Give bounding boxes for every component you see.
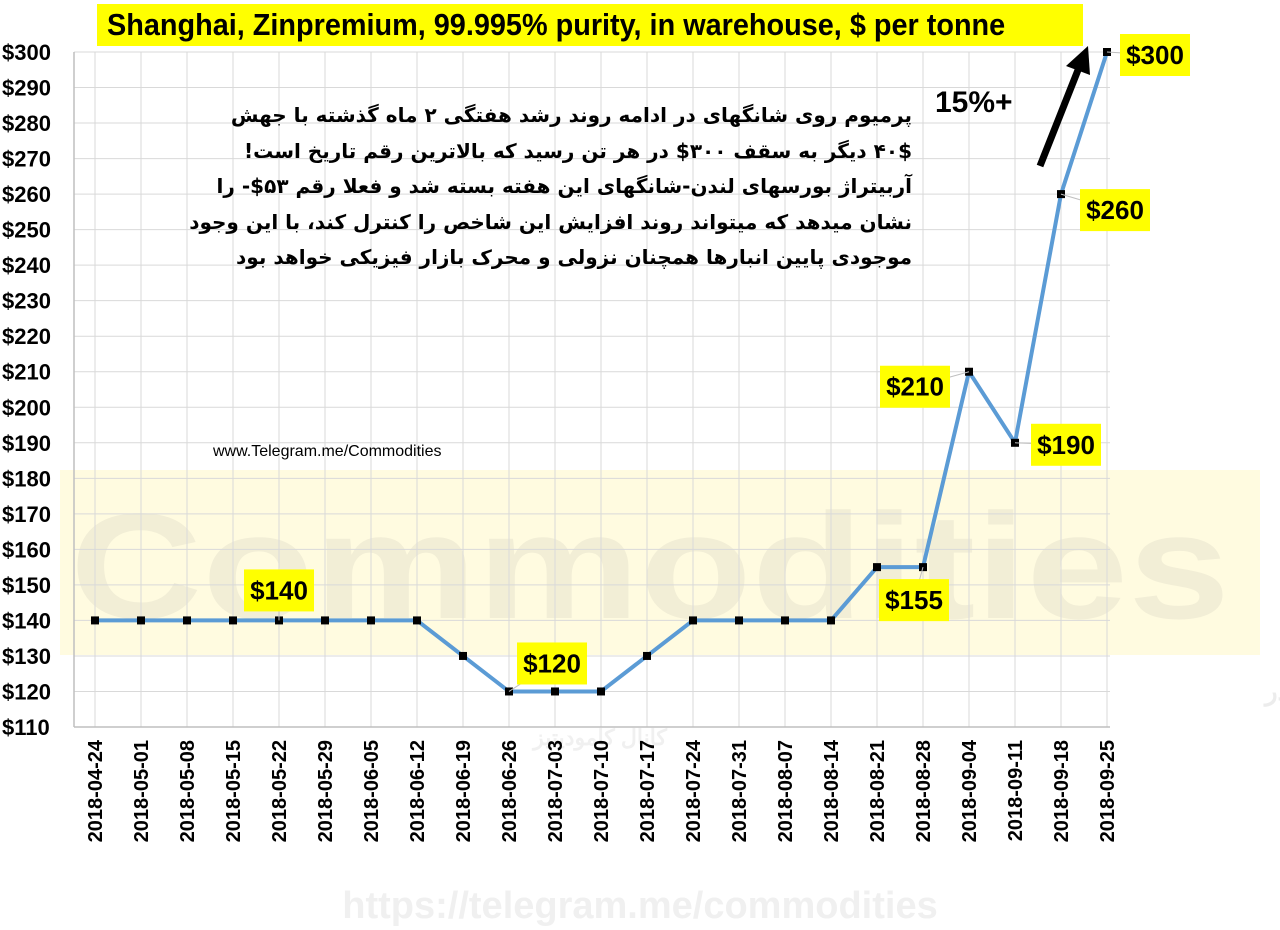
y-tick-label: $230 (2, 289, 51, 314)
data-point (597, 687, 605, 696)
x-tick-label: 2018-08-21 (867, 740, 889, 842)
growth-arrow-shaft (1036, 68, 1082, 168)
data-point (137, 616, 145, 625)
y-tick-label: $140 (2, 608, 51, 633)
y-tick-label: $190 (2, 431, 51, 456)
data-point (413, 616, 421, 625)
data-label-box (1031, 423, 1101, 466)
y-tick-label: $260 (2, 182, 51, 207)
y-tick-label: $280 (2, 111, 51, 136)
growth-label: 15%+ (935, 86, 1013, 119)
x-tick-label: 2018-09-25 (1097, 740, 1119, 842)
y-tick-label: $170 (2, 502, 51, 527)
y-tick-label: $240 (2, 253, 51, 278)
data-point (643, 651, 651, 660)
data-label-box (517, 642, 587, 685)
data-labels: $140 $120 $155 $210 $190 $260 $300 (244, 34, 1190, 692)
data-point (367, 616, 375, 625)
y-tick-label: $130 (2, 644, 51, 669)
data-point (873, 563, 881, 572)
annotation-note: پرمیوم روی شانگهای در ادامه روند رشد هفت… (112, 98, 912, 276)
watermark: Commodities گزارشات تحلیلی و آخرین اخبار… (60, 470, 1280, 927)
x-tick-label: 2018-09-04 (959, 739, 981, 842)
note-line: پرمیوم روی شانگهای در ادامه روند رشد هفت… (230, 103, 912, 127)
x-tick-label: 2018-05-15 (223, 740, 245, 842)
growth-arrow-head (1066, 46, 1090, 75)
x-tick-label: 2018-07-10 (591, 740, 613, 842)
data-point (91, 616, 99, 625)
x-tick-label: 2018-06-12 (407, 740, 429, 842)
y-tick-label: $120 (2, 679, 51, 704)
watermark-url-text: https://telegram.me/commodities (342, 885, 937, 927)
data-point (321, 616, 329, 625)
x-tick-label: 2018-06-26 (499, 740, 521, 842)
x-tick-label: 2018-09-11 (1005, 740, 1027, 841)
chart-title-box: Shanghai, Zinpremium, 99.995% purity, in… (97, 4, 1083, 46)
data-label-box (1120, 34, 1190, 76)
data-label-box (244, 569, 314, 612)
data-label: $300 (1126, 40, 1184, 70)
data-point (551, 687, 559, 696)
x-tick-label: 2018-07-24 (683, 739, 705, 842)
x-tick-label: 2018-09-18 (1051, 740, 1073, 842)
data-label: $155 (885, 585, 943, 615)
y-tick-label: $210 (2, 360, 51, 385)
growth-arrow (1036, 46, 1090, 168)
watermark-logo-text: Commodities (70, 482, 1230, 650)
data-point (781, 616, 789, 625)
x-tick-label: 2018-07-31 (729, 740, 751, 842)
y-tick-label: $180 (2, 466, 51, 491)
y-tick-label: $160 (2, 537, 51, 562)
y-tick-label: $300 (2, 40, 51, 65)
x-tick-label: 2018-06-19 (453, 740, 475, 842)
data-label-box (879, 579, 949, 622)
y-tick-label: $200 (2, 395, 51, 420)
x-tick-label: 2018-05-01 (131, 740, 153, 842)
y-tick-label: $220 (2, 324, 51, 349)
data-label-box (880, 365, 950, 408)
note-line: آربیتراژ بورسهای لندن-شانگهای این هفته ب… (216, 174, 912, 198)
chart-title: Shanghai, Zinpremium, 99.995% purity, in… (107, 7, 1006, 42)
data-label: $210 (886, 372, 944, 402)
watermark-persian-text: گزارشات تحلیلی و آخرین اخبار و تحولات مو… (1263, 674, 1280, 707)
data-label: $190 (1037, 430, 1095, 460)
watermark-persian-subtext: کانال کامودیتیز (531, 725, 667, 751)
data-point (183, 616, 191, 625)
data-point (689, 616, 697, 625)
data-label: $120 (523, 648, 581, 678)
x-tick-label: 2018-08-28 (913, 740, 935, 842)
x-tick-label: 2018-05-22 (269, 740, 291, 842)
data-point (229, 616, 237, 625)
x-tick-label: 2018-08-07 (775, 740, 797, 842)
watermark-band (60, 470, 1260, 655)
data-label-box (1080, 189, 1150, 232)
y-tick-label: $150 (2, 573, 51, 598)
y-tick-label: $270 (2, 147, 51, 172)
axes: $300 $290 $280 $270 $260 $250 $240 $230 $220 $210… (2, 40, 1119, 842)
x-tick-label: 2018-05-08 (177, 740, 199, 842)
y-tick-label: $290 (2, 76, 51, 101)
y-tick-label: $250 (2, 218, 51, 243)
data-label: $260 (1086, 195, 1144, 225)
note-line: ۴۰$ دیگر به سقف ۳۰۰$ در هر تن رسید که با… (244, 138, 912, 163)
x-tick-label: 2018-06-05 (361, 740, 383, 842)
source-link: www.Telegram.me/Commodities (213, 443, 442, 460)
data-label: $140 (250, 575, 308, 605)
note-line: نشان میدهد که میتواند روند افزایش این شا… (189, 209, 912, 234)
y-tick-label: $110 (2, 715, 50, 740)
x-tick-label: 2018-08-14 (821, 739, 843, 842)
x-tick-label: 2018-04-24 (85, 739, 107, 842)
data-point (827, 616, 835, 625)
data-point (459, 651, 467, 660)
x-tick-label: 2018-07-17 (637, 740, 659, 842)
x-tick-label: 2018-05-29 (315, 740, 337, 842)
data-point (735, 616, 743, 625)
note-line: موجودی پایین انبارها همچنان نزولی و محرک… (236, 245, 912, 269)
x-tick-label: 2018-07-03 (545, 740, 567, 842)
